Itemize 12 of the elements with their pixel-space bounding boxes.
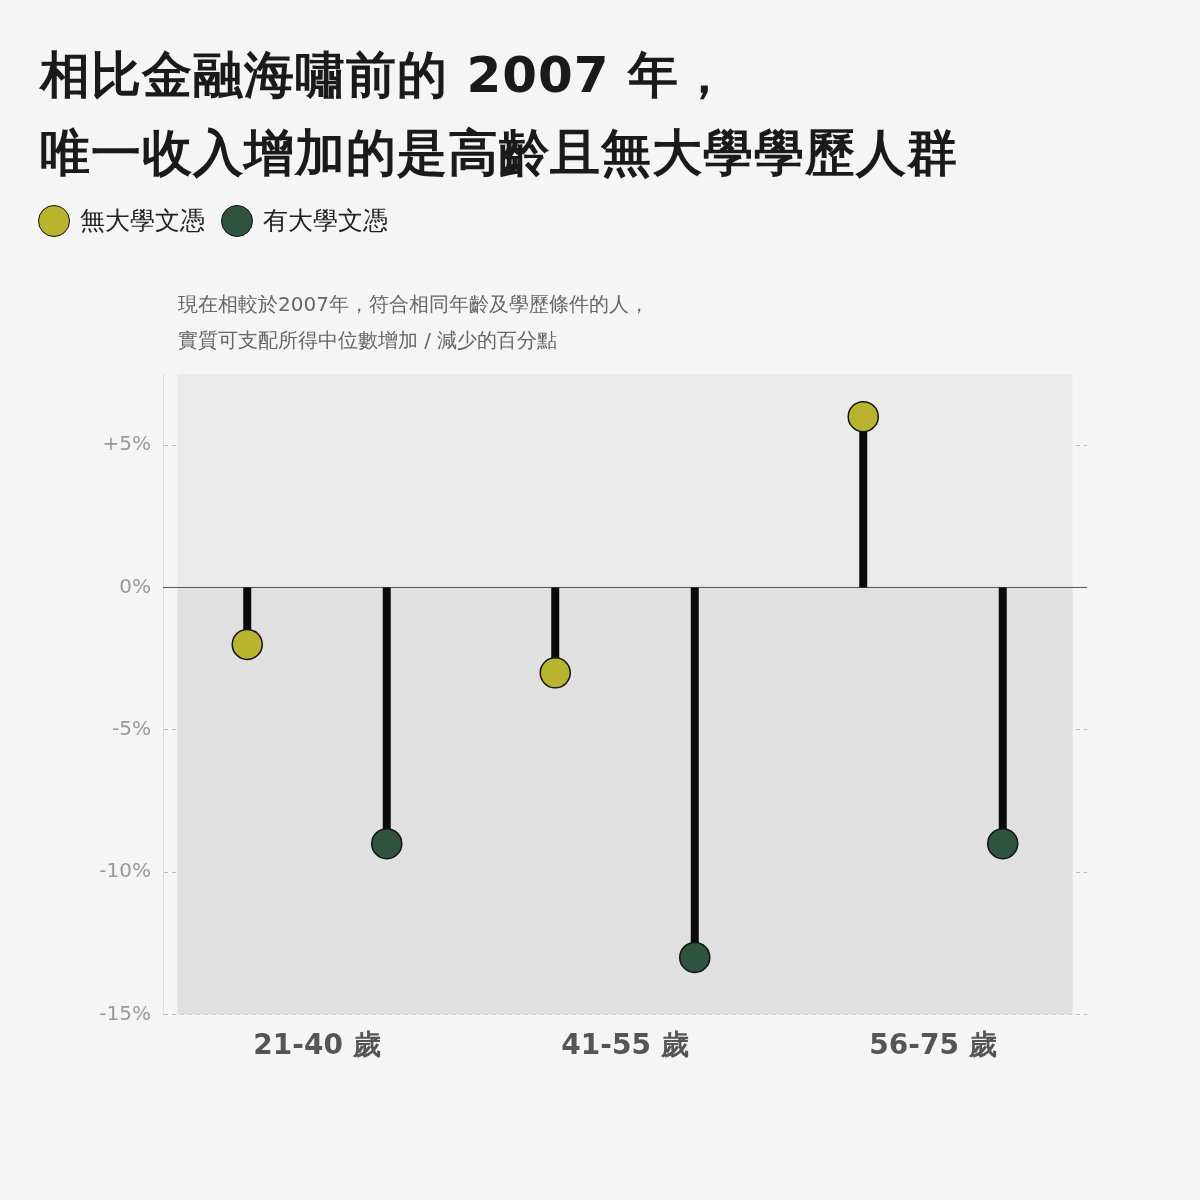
y-tick-label: -10%: [99, 858, 151, 883]
x-tick-label: 41-55 歲: [561, 1028, 689, 1062]
y-tick-label: -5%: [112, 715, 151, 740]
legend-label: 有大學文憑: [263, 205, 388, 237]
y-tick-label: -15%: [99, 1000, 151, 1025]
y-axis-title: 現在相較於2007年，符合相同年齡及學歷條件的人，實質可支配所得中位數增加 / 減少的百分點: [178, 291, 650, 354]
legend-label: 無大學文憑: [80, 205, 205, 237]
x-tick-label: 56-75 歲: [869, 1028, 997, 1062]
y-tick-label: +5%: [102, 431, 151, 456]
y-tick-label: 0%: [119, 573, 151, 598]
chart-title: 相比金融海嘯前的 2007 年，唯一收入增加的是高齡且無大學學歷人群: [40, 45, 959, 184]
x-tick-label: 21-40 歲: [253, 1028, 381, 1062]
